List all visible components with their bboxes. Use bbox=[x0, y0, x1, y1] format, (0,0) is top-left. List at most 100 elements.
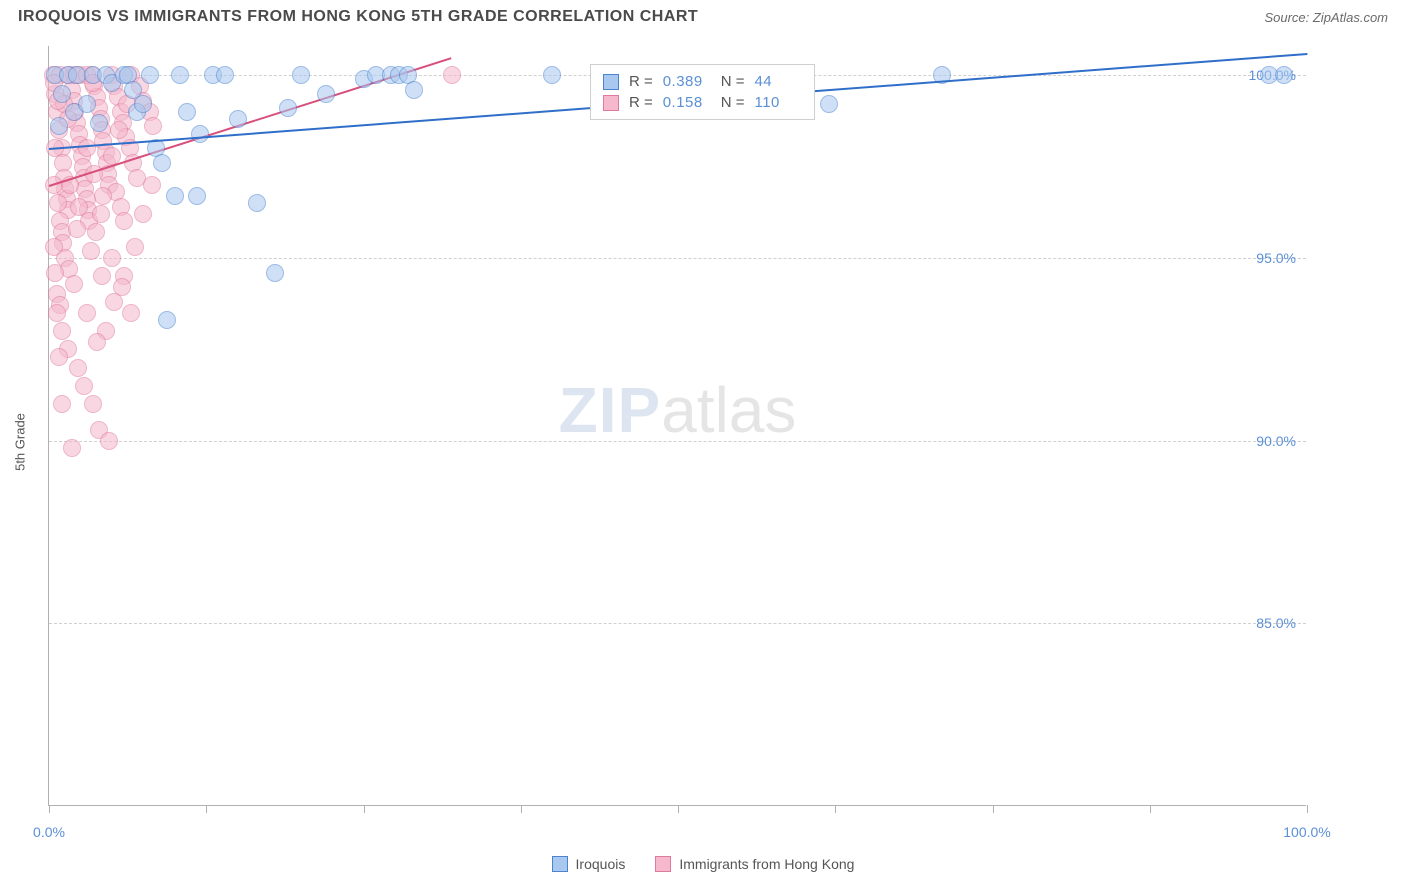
scatter-point bbox=[820, 95, 838, 113]
legend-item-iroquois: Iroquois bbox=[552, 856, 626, 872]
scatter-point bbox=[188, 187, 206, 205]
x-tick bbox=[835, 805, 836, 813]
scatter-point bbox=[144, 117, 162, 135]
scatter-point bbox=[78, 139, 96, 157]
scatter-point bbox=[405, 81, 423, 99]
scatter-point bbox=[266, 264, 284, 282]
scatter-point bbox=[229, 110, 247, 128]
x-tick bbox=[49, 805, 50, 813]
x-tick bbox=[678, 805, 679, 813]
legend-item-hongkong: Immigrants from Hong Kong bbox=[655, 856, 854, 872]
source-label: Source: ZipAtlas.com bbox=[1264, 10, 1388, 25]
scatter-point bbox=[69, 359, 87, 377]
gridline-h bbox=[49, 258, 1306, 259]
gridline-h bbox=[49, 623, 1306, 624]
y-tick-label: 85.0% bbox=[1256, 615, 1296, 631]
x-tick bbox=[364, 805, 365, 813]
watermark: ZIPatlas bbox=[559, 373, 797, 447]
x-tick bbox=[521, 805, 522, 813]
scatter-point bbox=[158, 311, 176, 329]
scatter-point bbox=[317, 85, 335, 103]
scatter-point bbox=[543, 66, 561, 84]
scatter-point bbox=[88, 333, 106, 351]
scatter-point bbox=[46, 264, 64, 282]
scatter-point bbox=[126, 238, 144, 256]
legend-swatch-hongkong bbox=[655, 856, 671, 872]
scatter-point bbox=[216, 66, 234, 84]
y-tick-label: 90.0% bbox=[1256, 433, 1296, 449]
stat-r-value: 0.389 bbox=[663, 73, 711, 90]
stat-r-label: R = bbox=[629, 73, 653, 90]
x-tick-label: 100.0% bbox=[1283, 824, 1330, 840]
scatter-point bbox=[166, 187, 184, 205]
scatter-point bbox=[75, 377, 93, 395]
watermark-zip: ZIP bbox=[559, 374, 662, 446]
scatter-point bbox=[1275, 66, 1293, 84]
x-tick bbox=[206, 805, 207, 813]
scatter-point bbox=[191, 125, 209, 143]
stat-n-label: N = bbox=[721, 94, 745, 111]
x-tick bbox=[993, 805, 994, 813]
scatter-point bbox=[443, 66, 461, 84]
stats-swatch bbox=[603, 95, 619, 111]
scatter-point bbox=[53, 322, 71, 340]
scatter-point bbox=[84, 395, 102, 413]
scatter-point bbox=[70, 198, 88, 216]
chart-title: IROQUOIS VS IMMIGRANTS FROM HONG KONG 5T… bbox=[18, 8, 698, 26]
scatter-point bbox=[248, 194, 266, 212]
scatter-point bbox=[53, 85, 71, 103]
stats-box: R =0.389N =44R =0.158N =110 bbox=[590, 64, 816, 120]
bottom-legend: Iroquois Immigrants from Hong Kong bbox=[0, 856, 1406, 872]
scatter-point bbox=[65, 275, 83, 293]
scatter-point bbox=[292, 66, 310, 84]
scatter-point bbox=[45, 238, 63, 256]
scatter-point bbox=[63, 439, 81, 457]
x-tick bbox=[1307, 805, 1308, 813]
scatter-point bbox=[93, 267, 111, 285]
scatter-point bbox=[90, 114, 108, 132]
scatter-point bbox=[100, 432, 118, 450]
scatter-point bbox=[122, 304, 140, 322]
scatter-point bbox=[124, 81, 142, 99]
stat-n-value: 110 bbox=[754, 94, 802, 111]
scatter-point bbox=[78, 304, 96, 322]
scatter-point bbox=[82, 242, 100, 260]
scatter-point bbox=[48, 304, 66, 322]
scatter-point bbox=[68, 66, 86, 84]
stats-row: R =0.389N =44 bbox=[603, 71, 803, 92]
scatter-point bbox=[50, 117, 68, 135]
scatter-point bbox=[78, 95, 96, 113]
plot-area: ZIPatlas 85.0%90.0%95.0%100.0%0.0%100.0%… bbox=[48, 46, 1306, 806]
scatter-point bbox=[92, 205, 110, 223]
stat-r-value: 0.158 bbox=[663, 94, 711, 111]
scatter-point bbox=[134, 205, 152, 223]
y-tick-label: 95.0% bbox=[1256, 250, 1296, 266]
y-axis-label: 5th Grade bbox=[13, 413, 28, 471]
stats-swatch bbox=[603, 74, 619, 90]
scatter-point bbox=[153, 154, 171, 172]
scatter-point bbox=[53, 395, 71, 413]
x-tick bbox=[1150, 805, 1151, 813]
gridline-h bbox=[49, 441, 1306, 442]
title-bar: IROQUOIS VS IMMIGRANTS FROM HONG KONG 5T… bbox=[0, 0, 1406, 30]
legend-label-iroquois: Iroquois bbox=[576, 856, 626, 872]
legend-label-hongkong: Immigrants from Hong Kong bbox=[679, 856, 854, 872]
scatter-point bbox=[87, 223, 105, 241]
scatter-point bbox=[110, 121, 128, 139]
scatter-point bbox=[279, 99, 297, 117]
scatter-point bbox=[49, 194, 67, 212]
plot-wrapper: 5th Grade ZIPatlas 85.0%90.0%95.0%100.0%… bbox=[48, 46, 1388, 837]
scatter-point bbox=[113, 278, 131, 296]
scatter-point bbox=[178, 103, 196, 121]
x-tick-label: 0.0% bbox=[33, 824, 65, 840]
scatter-point bbox=[103, 249, 121, 267]
stat-n-label: N = bbox=[721, 73, 745, 90]
scatter-point bbox=[141, 66, 159, 84]
scatter-point bbox=[143, 176, 161, 194]
scatter-point bbox=[134, 95, 152, 113]
scatter-point bbox=[68, 220, 86, 238]
scatter-point bbox=[115, 212, 133, 230]
scatter-point bbox=[171, 66, 189, 84]
stat-r-label: R = bbox=[629, 94, 653, 111]
scatter-point bbox=[94, 187, 112, 205]
